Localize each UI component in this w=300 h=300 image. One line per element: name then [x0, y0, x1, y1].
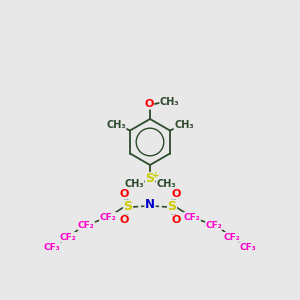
Text: O: O: [171, 215, 181, 225]
Text: CF₂: CF₂: [206, 220, 222, 230]
Text: S: S: [146, 172, 154, 185]
Text: S: S: [124, 200, 133, 214]
Text: CH₃: CH₃: [174, 119, 194, 130]
Text: O: O: [119, 215, 129, 225]
Text: CH₃: CH₃: [160, 97, 180, 107]
Text: S: S: [167, 200, 176, 214]
Text: CF₂: CF₂: [224, 232, 240, 242]
Text: O: O: [171, 189, 181, 199]
Text: CH₃: CH₃: [106, 119, 126, 130]
Text: CF₂: CF₂: [78, 220, 94, 230]
Text: CF₂: CF₂: [184, 212, 200, 221]
Text: O: O: [119, 189, 129, 199]
Text: CF₂: CF₂: [60, 232, 76, 242]
Text: +: +: [152, 170, 160, 179]
Text: CF₂: CF₂: [100, 212, 116, 221]
Text: CH₃: CH₃: [124, 179, 144, 189]
Text: CF₃: CF₃: [44, 242, 60, 251]
Text: CH₃: CH₃: [156, 179, 176, 189]
Text: N: N: [145, 199, 155, 212]
Text: O: O: [144, 99, 154, 109]
Text: CF₃: CF₃: [240, 242, 256, 251]
